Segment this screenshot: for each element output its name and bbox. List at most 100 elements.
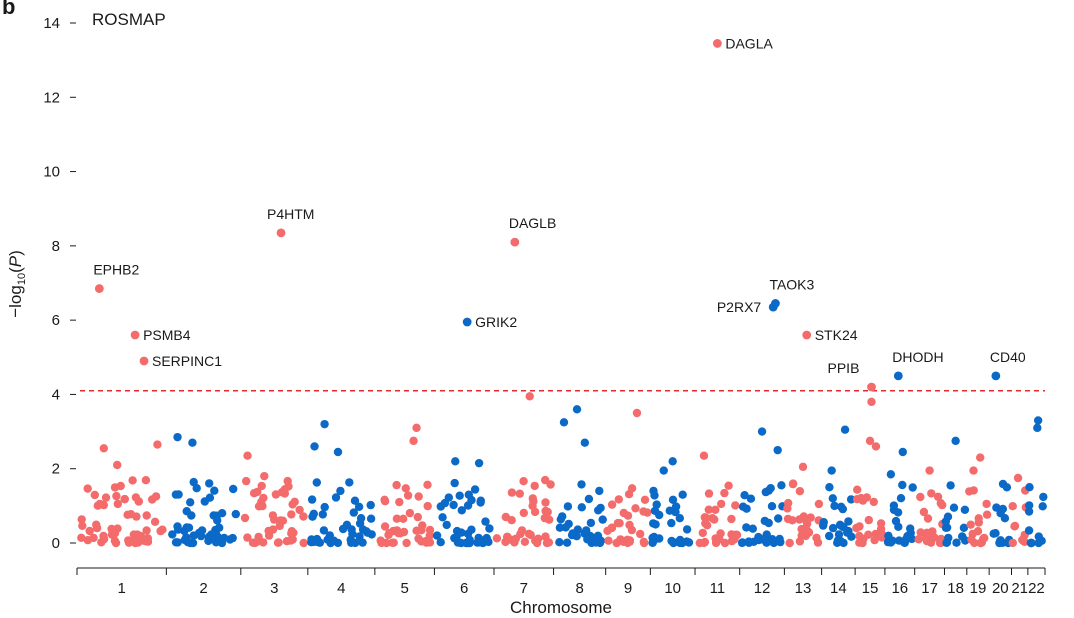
x-tick-label: 10 xyxy=(664,580,681,597)
data-point xyxy=(274,538,283,547)
data-point xyxy=(467,495,476,505)
data-point xyxy=(401,484,410,493)
data-point xyxy=(320,419,329,429)
x-tick-label: 17 xyxy=(921,580,938,597)
data-point xyxy=(828,494,837,503)
data-point xyxy=(116,481,125,491)
data-point xyxy=(229,484,238,494)
significant-gene-point xyxy=(802,330,812,340)
data-point xyxy=(503,532,512,542)
data-point xyxy=(867,397,876,407)
data-point xyxy=(320,502,329,512)
data-point xyxy=(414,534,423,543)
data-point xyxy=(853,485,862,494)
data-point xyxy=(650,491,659,500)
data-point xyxy=(906,524,915,533)
data-point xyxy=(774,514,783,523)
data-point xyxy=(210,486,219,495)
data-point xyxy=(77,533,86,542)
data-point xyxy=(614,495,623,504)
data-point xyxy=(828,523,838,533)
data-point xyxy=(783,514,793,524)
data-point xyxy=(363,528,372,537)
data-point xyxy=(598,515,607,524)
significant-gene-point xyxy=(991,371,1001,381)
data-point xyxy=(77,515,86,524)
data-point xyxy=(742,504,751,513)
data-point xyxy=(893,508,903,517)
data-point xyxy=(927,489,936,498)
data-point xyxy=(632,408,642,418)
data-point xyxy=(457,528,466,537)
data-point xyxy=(795,537,805,546)
data-point xyxy=(584,494,594,504)
data-point xyxy=(577,480,586,489)
data-point xyxy=(814,499,824,509)
data-point xyxy=(742,523,751,532)
x-tick-label: 8 xyxy=(575,580,583,597)
gene-label-grik2: GRIK2 xyxy=(475,314,517,330)
data-point xyxy=(546,480,555,489)
data-point xyxy=(515,489,524,498)
data-point xyxy=(716,529,725,538)
data-point xyxy=(894,536,904,545)
data-point xyxy=(595,486,604,496)
data-point xyxy=(243,533,252,542)
data-point xyxy=(134,497,143,506)
data-point xyxy=(869,497,878,507)
data-point xyxy=(438,513,447,522)
data-point xyxy=(870,535,879,545)
data-point xyxy=(153,440,162,449)
data-point xyxy=(559,418,569,427)
data-point xyxy=(886,470,896,479)
data-point xyxy=(99,444,109,453)
data-point xyxy=(865,436,875,446)
data-point xyxy=(492,534,502,543)
gene-label-p4htm: P4HTM xyxy=(267,206,314,222)
data-point xyxy=(835,520,845,529)
data-point xyxy=(287,510,296,519)
data-point xyxy=(760,535,770,544)
data-point xyxy=(594,506,603,515)
data-point xyxy=(307,495,317,504)
gene-label-p2rx7: P2RX7 xyxy=(717,299,762,315)
data-point xyxy=(825,531,834,541)
data-point xyxy=(864,515,873,525)
data-point xyxy=(173,432,182,442)
gene-labels: EPHB2 PSMB4 SERPINC1 P4HTM GRIK2 DAGLB DAGLA P2… xyxy=(93,35,1026,376)
data-point xyxy=(555,538,564,547)
data-point xyxy=(280,485,289,494)
data-point xyxy=(310,442,319,451)
data-point xyxy=(182,507,191,516)
x-tick-label: 16 xyxy=(891,580,908,597)
data-point xyxy=(1034,532,1044,541)
x-tick-label: 12 xyxy=(754,580,771,597)
data-point xyxy=(402,538,411,548)
gene-label-stk24: STK24 xyxy=(815,327,858,343)
data-point xyxy=(412,423,421,433)
data-point xyxy=(141,476,151,485)
data-point xyxy=(639,537,648,546)
data-point xyxy=(667,536,676,546)
data-point xyxy=(95,499,105,509)
data-point xyxy=(78,521,87,530)
data-point xyxy=(336,486,345,496)
data-point xyxy=(92,520,101,529)
data-point xyxy=(405,508,415,518)
x-tick-label: 20 xyxy=(992,580,1009,597)
gene-label-dagla: DAGLA xyxy=(725,35,773,51)
y-axis-label-open: ( xyxy=(6,267,25,273)
x-tick-label: 15 xyxy=(862,580,879,597)
data-point xyxy=(113,460,122,470)
data-point xyxy=(803,528,812,537)
data-point xyxy=(916,528,925,537)
data-point xyxy=(675,535,685,545)
data-point xyxy=(475,538,485,547)
significant-gene-point xyxy=(130,330,140,340)
data-point xyxy=(1025,483,1034,492)
x-tick-label: 11 xyxy=(710,580,726,597)
data-point xyxy=(307,535,316,544)
data-point xyxy=(836,536,845,546)
data-point xyxy=(819,521,828,530)
data-point xyxy=(572,405,582,414)
